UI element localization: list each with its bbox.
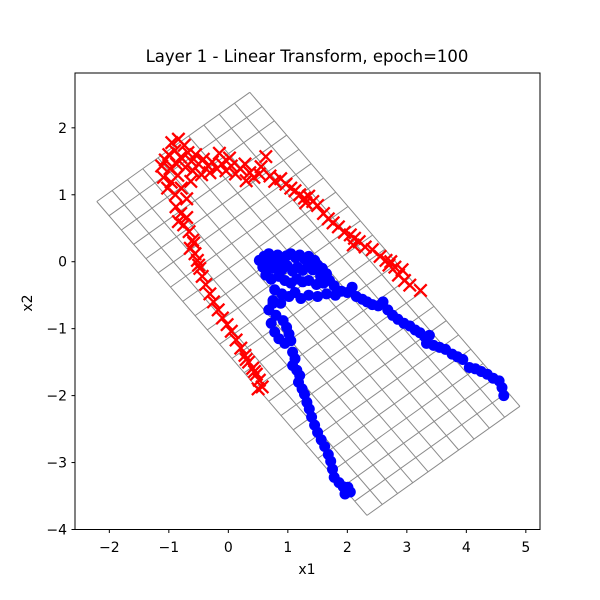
x-tick-label: −1: [159, 540, 180, 556]
scatter-point-red-x: [198, 277, 213, 292]
scatter-point-red-x: [229, 332, 244, 348]
scatter-point-red-x: [413, 283, 428, 298]
scatter-point-red-x: [164, 135, 179, 150]
scatter-point-blue-dot: [309, 254, 321, 266]
scatter-point-red-x: [241, 355, 256, 370]
scatter-point-red-x: [154, 158, 169, 174]
scatter-point-red-x: [179, 191, 194, 206]
scatter-point-red-x: [195, 269, 210, 284]
x-tick-label: 2: [343, 540, 352, 556]
scatter-point-red-x: [310, 198, 325, 213]
scatter-point-red-x: [251, 381, 266, 396]
x-tick-label: 1: [283, 540, 292, 556]
grid-line: [234, 102, 505, 418]
x-tick-label: 5: [521, 540, 530, 556]
scatter-point-red-x: [188, 147, 203, 162]
scatter-point-blue-dot: [275, 297, 287, 309]
axes-layer: −2 −1 0 1 2 3 4 5 2 1 0 −1 −2 −3 −4: [46, 72, 541, 556]
scatter-point-red-x: [212, 146, 227, 161]
scatter-point-red-x: [233, 341, 248, 356]
scatter-point-blue-dot: [321, 288, 332, 300]
scatter-point-red-x: [202, 165, 217, 180]
grid-line: [218, 113, 490, 429]
axes-frame: [74, 72, 541, 530]
scatter-point-blue-dot: [377, 296, 389, 308]
scatter-point-blue-dot: [312, 291, 324, 302]
scatter-point-red-x: [170, 168, 185, 183]
scatter-point-red-x: [190, 253, 205, 268]
plot-title: Layer 1 - Linear Transform, epoch=100: [146, 47, 469, 66]
scatter-point-blue-dot: [339, 488, 351, 500]
scatter-point-red-x: [169, 156, 184, 172]
scatter-point-red-x: [173, 150, 188, 165]
scatter-point-red-x: [174, 181, 189, 196]
y-axis-label: x2: [20, 294, 36, 311]
scatter-point-blue-dot: [457, 354, 469, 365]
scatter-point-red-x: [156, 170, 171, 185]
scatter-point-red-x: [179, 210, 194, 225]
scatter-point-red-x: [183, 174, 198, 189]
grid-line: [127, 179, 398, 494]
grid-line: [96, 201, 368, 516]
y-tick-label: −2: [46, 389, 67, 405]
scatter-point-red-x: [297, 191, 312, 206]
scatter-point-red-x: [255, 379, 270, 394]
scatter-point-red-x: [387, 260, 402, 275]
scatter-point-red-x: [192, 261, 207, 276]
scatter-point-red-x: [222, 150, 237, 166]
x-tick-label: 4: [462, 540, 471, 556]
y-tick-label: 0: [58, 255, 67, 271]
scatter-point-red-x: [402, 278, 417, 293]
scatter-point-blue-dot: [285, 335, 297, 347]
grid-line: [157, 157, 429, 473]
scatter-point-red-x: [211, 302, 226, 317]
scatter-point-red-x: [258, 149, 273, 164]
y-tick-label: −1: [46, 322, 67, 338]
grid-line: [249, 91, 521, 407]
scatter-point-red-x: [220, 317, 235, 332]
scatter-point-red-x: [168, 199, 184, 214]
scatter-point-red-x: [173, 206, 188, 221]
scatter-point-red-x: [237, 348, 253, 363]
grid-line: [111, 190, 383, 505]
y-tick-label: −3: [46, 456, 67, 472]
scatter-point-red-x: [206, 294, 221, 309]
scatter-point-blue-dot: [346, 281, 358, 293]
scatter-point-red-x: [298, 195, 313, 210]
scatter-point-red-x: [194, 167, 209, 182]
scatter-layer: [154, 132, 510, 500]
x-tick-label: 3: [402, 540, 411, 556]
scatter-point-red-x: [191, 258, 206, 273]
scatter-point-red-x: [215, 310, 230, 326]
scatter-point-red-x: [202, 286, 217, 301]
scatter-point-red-x: [182, 224, 197, 239]
y-tick-label: 2: [58, 121, 67, 137]
grid-line: [172, 146, 444, 462]
x-axis-label: x1: [298, 562, 315, 578]
scatter-point-red-x: [346, 237, 361, 253]
scatter-point-red-x: [196, 152, 211, 167]
x-tick-label: −2: [99, 540, 120, 556]
x-tick-label: 0: [224, 540, 233, 556]
scatter-point-red-x: [177, 138, 192, 153]
scatter-point-red-x: [239, 173, 254, 188]
scatter-point-red-x: [395, 262, 410, 277]
scatter-point-red-x: [237, 156, 253, 172]
y-tick-label: −4: [46, 523, 67, 539]
scatter-point-blue-dot: [303, 289, 315, 301]
scatter-point-red-x: [224, 324, 239, 339]
y-tick-label: 1: [58, 188, 67, 204]
scatter-point-blue-dot: [265, 317, 277, 329]
scatter-point-blue-dot: [498, 390, 510, 402]
